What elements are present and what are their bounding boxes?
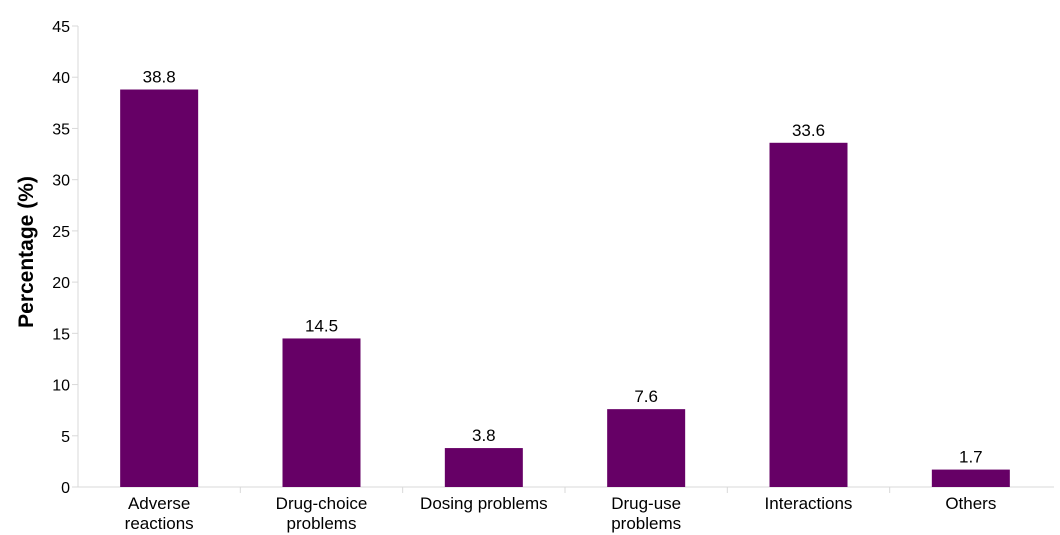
data-labels: 38.8 14.5 3.8 7.6 33.6 1.7 <box>143 68 983 467</box>
x-tick-label-line: Drug-choice <box>276 494 368 513</box>
bar <box>444 448 523 487</box>
bar <box>931 469 1010 487</box>
x-tick-label-line: Drug-use <box>611 494 681 513</box>
x-tick-label-line: Adverse <box>128 494 190 513</box>
x-tick-label-line: problems <box>287 514 357 533</box>
bars <box>120 89 1010 487</box>
bar <box>120 89 199 487</box>
data-label: 3.8 <box>472 426 496 445</box>
axes <box>77 26 1054 488</box>
x-tick-label: Drug-use problems <box>611 494 681 533</box>
y-axis-title: Percentage (%) <box>15 176 38 328</box>
data-label: 38.8 <box>143 68 176 87</box>
data-label: 14.5 <box>305 316 338 335</box>
bar <box>607 409 686 487</box>
y-tick-label: 30 <box>52 173 70 190</box>
x-tick-label-line: problems <box>611 514 681 533</box>
y-tick-label: 15 <box>52 326 70 343</box>
y-axis-ticks: 0 5 10 15 20 25 30 35 40 45 <box>52 19 78 497</box>
y-tick-label: 10 <box>52 378 70 395</box>
y-tick-label: 5 <box>61 429 70 446</box>
data-label: 33.6 <box>792 121 825 140</box>
x-tick-label-line: Dosing problems <box>420 494 548 513</box>
bar <box>769 142 848 487</box>
data-label: 1.7 <box>959 448 983 467</box>
x-tick-label: Drug-choice problems <box>276 494 368 533</box>
data-label: 7.6 <box>634 387 658 406</box>
y-tick-label: 45 <box>52 19 70 36</box>
x-tick-label: Dosing problems <box>420 494 548 513</box>
bar <box>282 338 361 487</box>
x-tick-label-line: Others <box>945 494 996 513</box>
y-tick-label: 20 <box>52 275 70 292</box>
x-tick-label-line: reactions <box>125 514 194 533</box>
x-tick-label: Others <box>945 494 996 513</box>
y-tick-label: 0 <box>61 480 70 497</box>
x-tick-label-line: Interactions <box>765 494 853 513</box>
x-tick-label: Adverse reactions <box>125 494 194 533</box>
y-tick-label: 40 <box>52 70 70 87</box>
y-tick-label: 25 <box>52 224 70 241</box>
x-tick-label: Interactions <box>765 494 853 513</box>
y-tick-label: 35 <box>52 121 70 138</box>
